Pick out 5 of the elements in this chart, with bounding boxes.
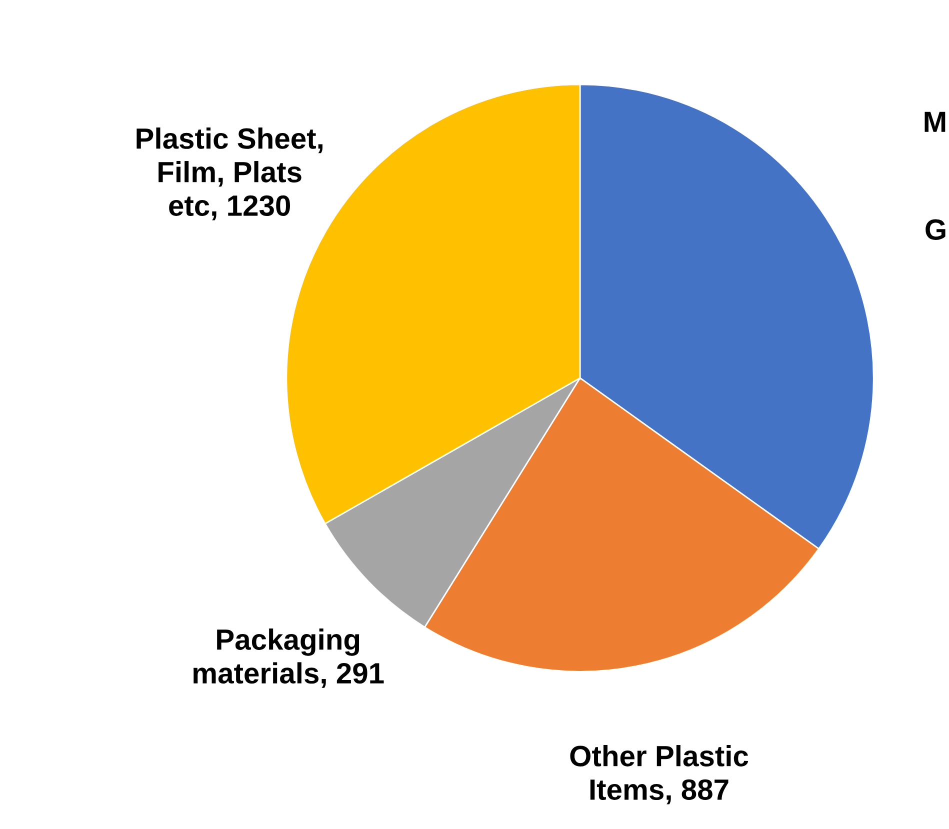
slice-label: Packaging materials, 291 (194, 628, 384, 688)
slice-label: Plastic Sheet, Film, Plats etc, 1230 (136, 127, 322, 220)
text: M (924, 112, 946, 132)
text: G (926, 219, 946, 240)
slice-label: Other Plastic Items, 887 (570, 745, 748, 804)
